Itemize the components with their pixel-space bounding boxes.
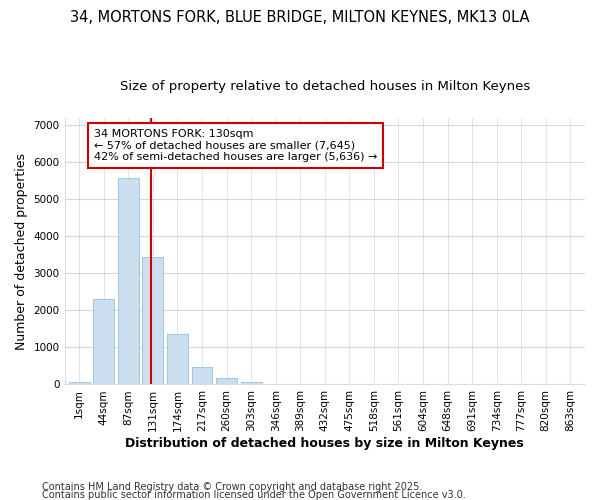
Title: Size of property relative to detached houses in Milton Keynes: Size of property relative to detached ho…	[119, 80, 530, 93]
Text: 34 MORTONS FORK: 130sqm
← 57% of detached houses are smaller (7,645)
42% of semi: 34 MORTONS FORK: 130sqm ← 57% of detache…	[94, 129, 377, 162]
Bar	[167, 334, 188, 384]
Bar	[216, 378, 237, 384]
Bar	[142, 256, 163, 384]
Bar	[118, 178, 139, 384]
Bar	[241, 382, 262, 384]
Bar	[191, 368, 212, 384]
Text: 34, MORTONS FORK, BLUE BRIDGE, MILTON KEYNES, MK13 0LA: 34, MORTONS FORK, BLUE BRIDGE, MILTON KE…	[70, 10, 530, 25]
Y-axis label: Number of detached properties: Number of detached properties	[15, 152, 28, 350]
Bar	[94, 300, 114, 384]
Text: Contains HM Land Registry data © Crown copyright and database right 2025.: Contains HM Land Registry data © Crown c…	[42, 482, 422, 492]
X-axis label: Distribution of detached houses by size in Milton Keynes: Distribution of detached houses by size …	[125, 437, 524, 450]
Text: Contains public sector information licensed under the Open Government Licence v3: Contains public sector information licen…	[42, 490, 466, 500]
Bar	[69, 382, 90, 384]
